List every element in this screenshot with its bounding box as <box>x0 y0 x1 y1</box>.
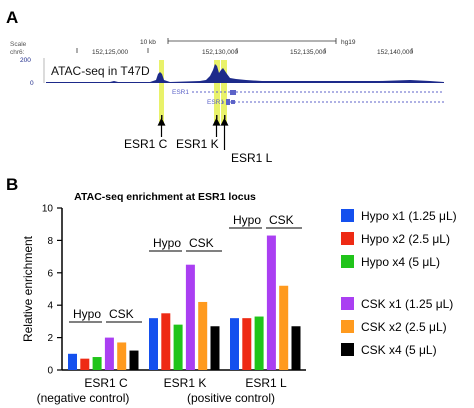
bars <box>68 235 301 370</box>
position-ticks <box>76 48 413 53</box>
locus-label-esr1-l: ESR1 L <box>231 151 273 165</box>
position-label: 152,130,000 <box>202 49 239 56</box>
bar <box>198 301 208 370</box>
category-label-esr1-c: ESR1 C <box>84 376 128 390</box>
bar <box>80 358 90 370</box>
locus-label-esr1-c: ESR1 C <box>124 137 168 151</box>
bar <box>242 318 252 370</box>
category-sublabel-positive: (positive control) <box>187 391 275 405</box>
track-y-zero: 0 <box>30 80 34 87</box>
locus-markers <box>161 115 226 119</box>
legend-label: Hypo x4 (5 μL) <box>361 255 440 269</box>
track-y-top: 200 <box>20 57 31 64</box>
bracket-label-hypo: Hypo <box>153 236 181 250</box>
gene-model-top <box>192 90 444 95</box>
bar <box>210 326 220 370</box>
y-tick-label: 2 <box>47 333 53 344</box>
position-label: 152,135,000 <box>290 49 327 56</box>
y-tick-label: 0 <box>47 366 53 377</box>
bar <box>266 235 276 370</box>
bracket-label-hypo: Hypo <box>233 213 261 227</box>
bar <box>149 318 158 370</box>
y-tick-label: 4 <box>47 301 53 312</box>
locus-label-esr1-k: ESR1 K <box>176 137 219 151</box>
bar <box>161 313 171 370</box>
group-brackets <box>69 227 302 323</box>
gene-model-bottom <box>222 99 444 105</box>
bar <box>230 318 239 370</box>
y-tick-label: 8 <box>47 236 53 247</box>
position-label: 152,140,000 <box>377 49 414 56</box>
legend-swatch <box>341 232 354 245</box>
bracket-label-csk: CSK <box>269 213 294 227</box>
scale-label: Scale <box>10 41 27 48</box>
y-axis-label: Relative enrichment <box>21 235 35 342</box>
legend-swatch <box>341 209 354 222</box>
category-label-esr1-k: ESR1 K <box>164 376 207 390</box>
position-label: 152,125,000 <box>92 49 129 56</box>
y-tick-label: 6 <box>47 268 53 279</box>
bracket-label-hypo: Hypo <box>73 307 101 321</box>
scale-bar-label: 10 kb <box>140 39 156 46</box>
bar <box>254 316 264 370</box>
bracket-label-csk: CSK <box>109 307 134 321</box>
bar <box>104 337 114 370</box>
panel-a-letter: A <box>6 8 18 27</box>
bar <box>117 342 127 370</box>
bar <box>68 353 77 370</box>
legend-label: CSK x2 (2.5 μL) <box>361 320 447 334</box>
category-sublabel-negative: (negative control) <box>37 391 130 405</box>
legend-label: Hypo x1 (1.25 μL) <box>361 209 457 223</box>
gene-label: ESR1 <box>207 99 224 106</box>
legend-swatch <box>341 255 354 268</box>
bar <box>129 350 139 370</box>
y-tick-label: 10 <box>42 204 54 215</box>
genome-label: hg19 <box>341 39 356 46</box>
atac-signal-track <box>46 64 444 83</box>
track-title: ATAC-seq in T47D <box>51 64 150 78</box>
legend-swatch <box>341 297 354 310</box>
legend-label: CSK x1 (1.25 μL) <box>361 297 453 311</box>
legend-label: CSK x4 (5 μL) <box>361 343 437 357</box>
highlight-esr1-c <box>159 60 164 124</box>
bar <box>185 264 195 370</box>
category-label-esr1-l: ESR1 L <box>245 376 287 390</box>
chrom-label: chr6: <box>10 49 25 56</box>
bracket-label-csk: CSK <box>189 236 214 250</box>
legend: Hypo x1 (1.25 μL) Hypo x2 (2.5 μL) Hypo x4… <box>341 209 457 357</box>
legend-swatch <box>341 343 354 356</box>
locus-arrows <box>157 117 229 150</box>
bar <box>173 324 183 370</box>
chart-title: ATAC-seq enrichment at ESR1 locus <box>74 191 256 203</box>
gene-label: ESR1 <box>172 89 189 96</box>
bar <box>279 285 289 370</box>
panel-b-letter: B <box>6 175 18 194</box>
y-ticks: 0 2 4 6 8 10 <box>42 204 62 377</box>
bar <box>291 326 301 370</box>
bar <box>92 357 102 370</box>
legend-swatch <box>341 320 354 333</box>
legend-label: Hypo x2 (2.5 μL) <box>361 232 450 246</box>
